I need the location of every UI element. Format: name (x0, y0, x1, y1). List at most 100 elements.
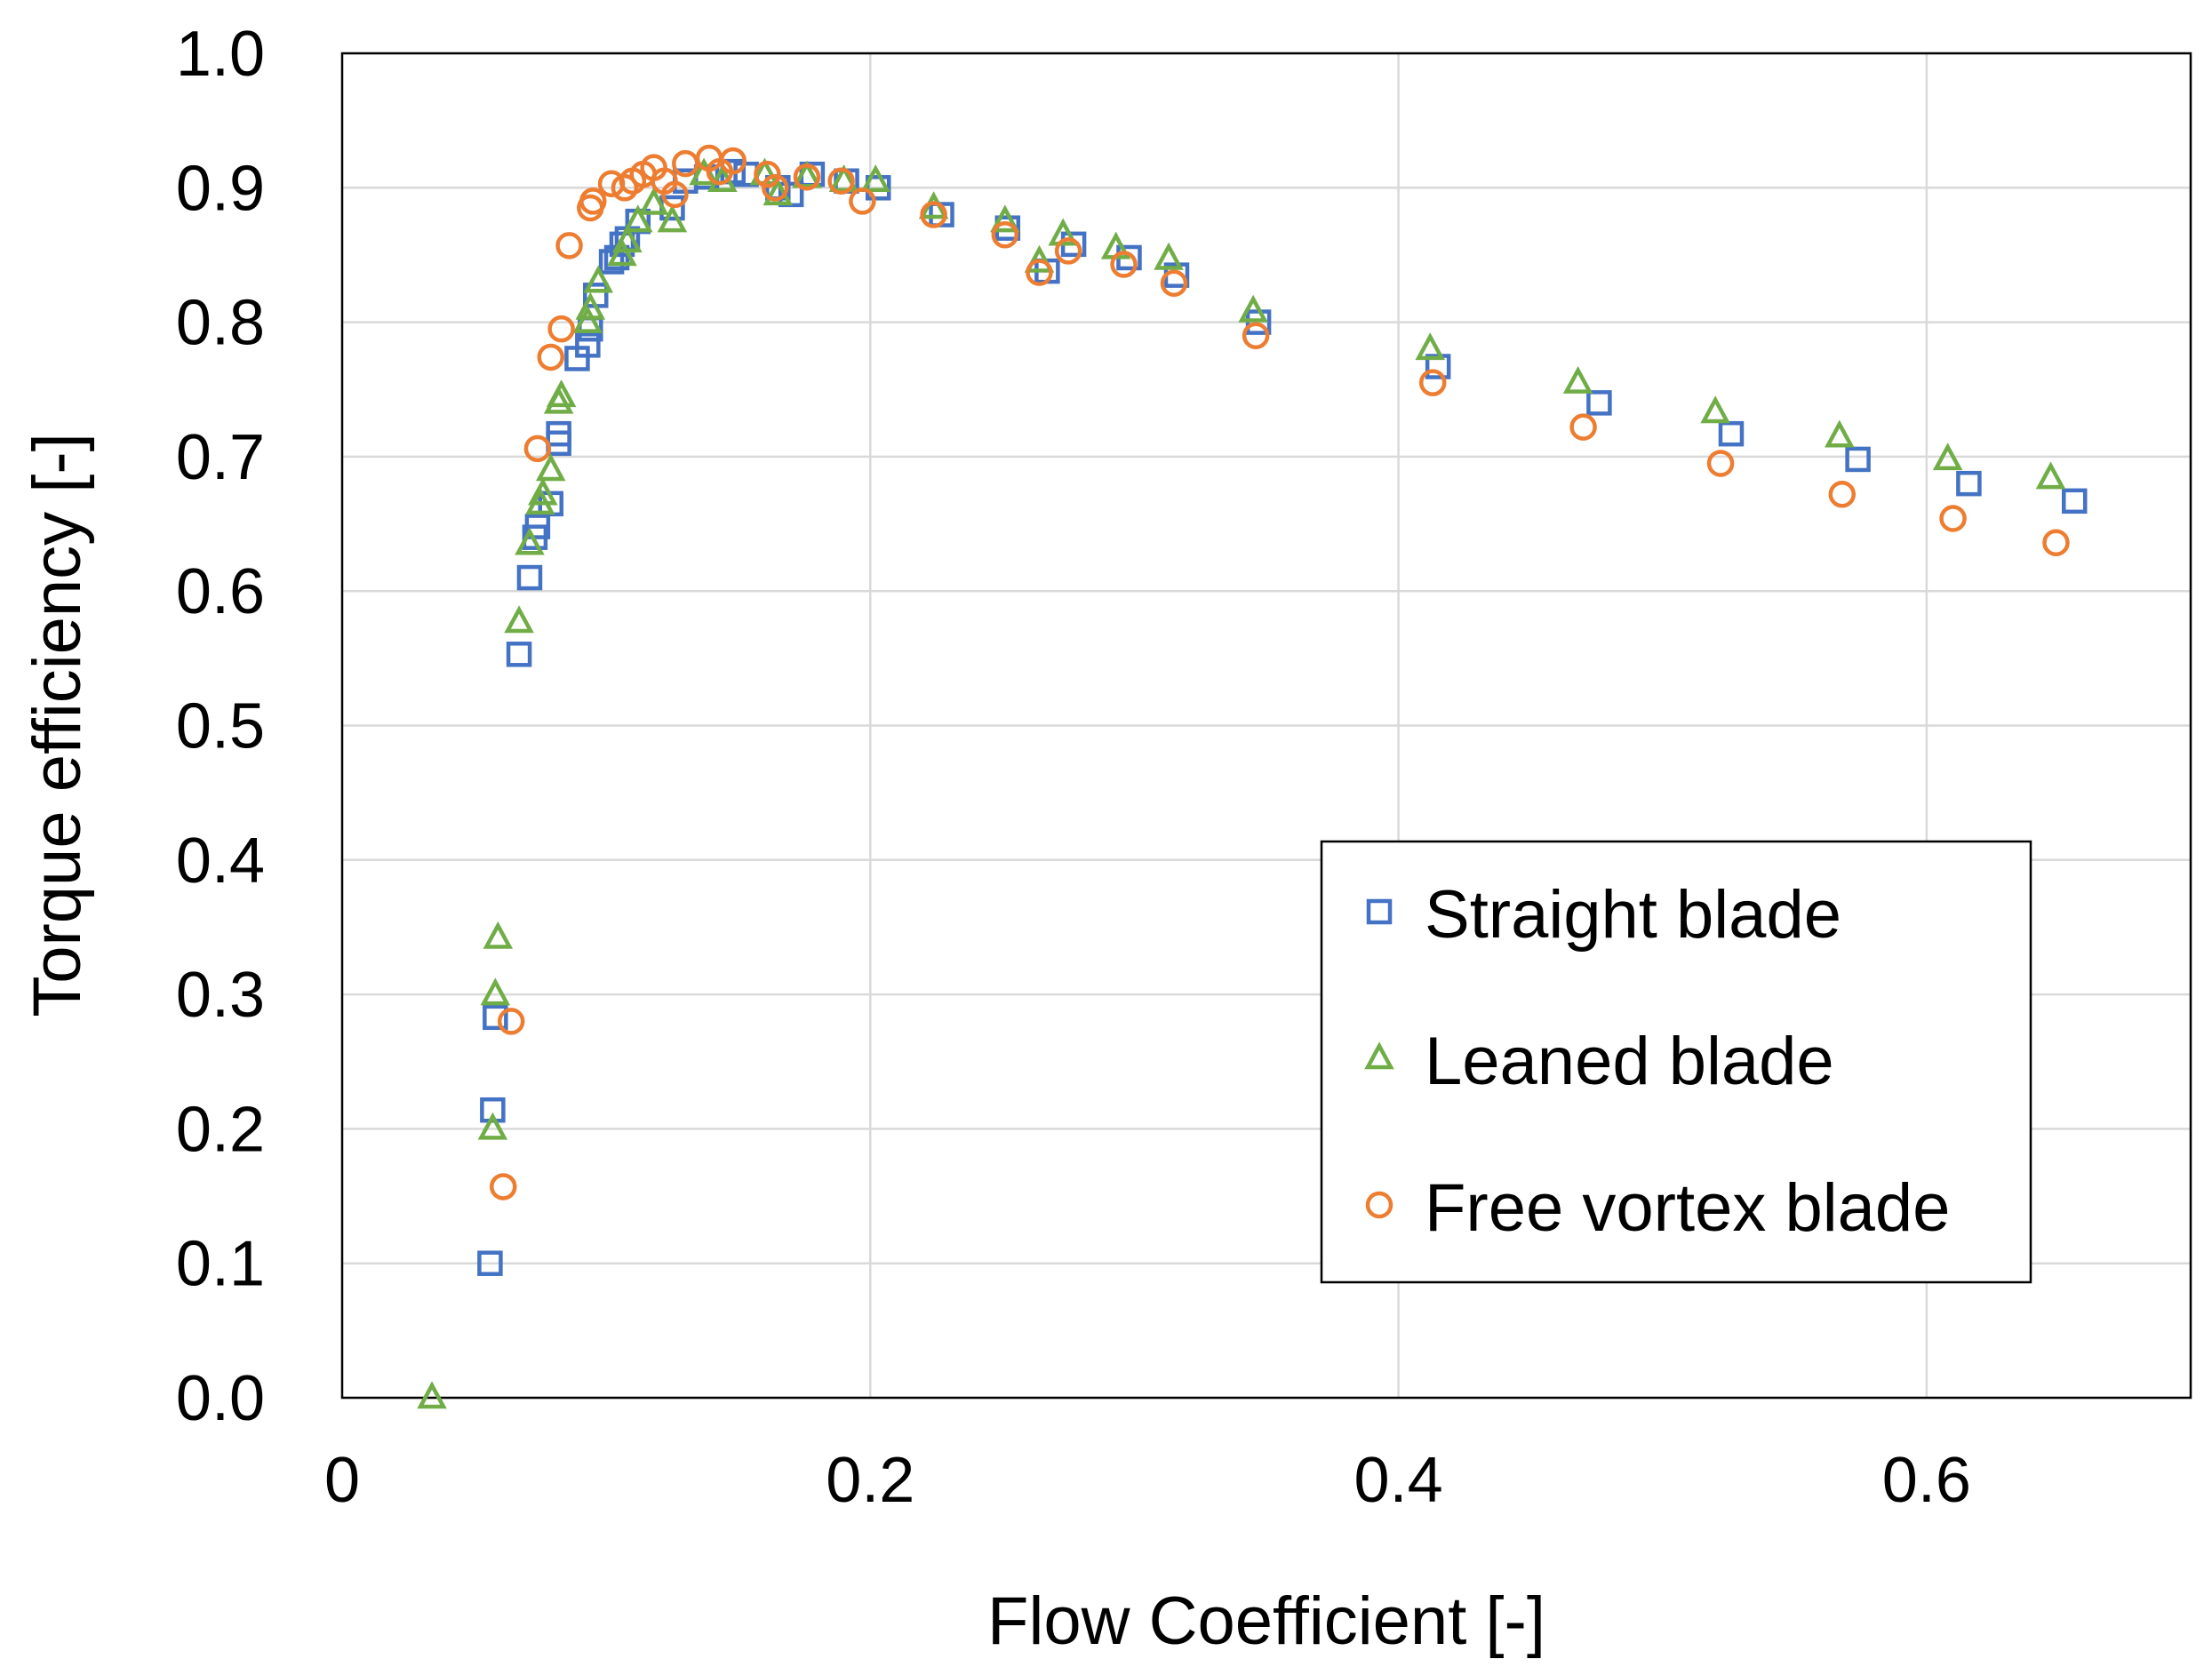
data-point-circle (497, 1008, 525, 1035)
data-points (417, 144, 2088, 1409)
plot-area-frame (340, 52, 2192, 1400)
legend-label: Leaned blade (1425, 1024, 1834, 1099)
data-point-square (546, 420, 571, 447)
data-point-square (1956, 470, 1982, 497)
data-point-square (575, 332, 601, 358)
data-point-triangle (638, 187, 669, 215)
data-point-circle (547, 315, 575, 343)
legend-item: Straight blade (1366, 877, 1841, 953)
data-point-triangle (515, 527, 545, 555)
data-point-triangle (477, 1112, 508, 1140)
legend-marker-circle (1365, 1191, 1393, 1219)
y-tick-label: 0.0 (176, 1363, 265, 1434)
x-tick-label: 0 (324, 1445, 360, 1516)
y-axis-title: Torque efficiency [-] (20, 433, 95, 1017)
data-point-circle (490, 1173, 517, 1200)
data-point-circle (849, 187, 876, 215)
legend-label: Straight blade (1425, 877, 1841, 953)
data-point-triangle (1154, 242, 1184, 270)
data-point-circle (2042, 529, 2070, 556)
series-circle (490, 144, 2070, 1200)
y-tick-label: 1.0 (176, 19, 265, 90)
x-tick-label: 0.6 (1882, 1445, 1971, 1516)
data-point-circle (920, 201, 947, 228)
data-point-triangle (612, 225, 643, 253)
data-point-circle (537, 343, 564, 371)
legend-label: Free vortex blade (1425, 1170, 1950, 1246)
data-point-triangle (1825, 419, 1855, 448)
data-point-square (483, 1004, 508, 1031)
y-tick-label: 0.2 (176, 1094, 265, 1165)
data-point-circle (1110, 251, 1138, 278)
data-point-triangle (417, 1381, 447, 1409)
data-point-circle (611, 174, 639, 202)
legend-item: Free vortex blade (1365, 1170, 1950, 1246)
x-tick-label: 0.2 (826, 1445, 914, 1516)
data-point-circle (827, 167, 855, 195)
y-tick-label: 0.5 (176, 691, 265, 762)
data-point-triangle (480, 977, 511, 1006)
data-point-circle (754, 160, 781, 188)
data-point-circle (1242, 322, 1270, 349)
y-tick-label: 0.8 (176, 288, 265, 359)
data-point-triangle (2035, 461, 2066, 490)
data-point-triangle (546, 379, 577, 408)
data-point-triangle (1562, 365, 1593, 394)
data-point-circle (1939, 505, 1967, 532)
x-axis-ticks: 0 0.2 0.4 0.6 (324, 1445, 1971, 1516)
data-point-square (524, 514, 551, 539)
data-point-triangle (572, 305, 603, 333)
data-point-circle (762, 174, 789, 202)
data-point-circle (579, 187, 607, 215)
data-point-triangle (1048, 218, 1078, 246)
data-point-square (1586, 390, 1612, 416)
data-point-circle (1160, 269, 1188, 297)
data-point-circle (1706, 450, 1735, 477)
y-tick-label: 0.1 (176, 1229, 265, 1300)
legend-marker-square (1366, 898, 1393, 925)
data-point-triangle (1700, 395, 1730, 424)
y-tick-label: 0.7 (176, 422, 265, 493)
data-point-triangle (1024, 244, 1055, 273)
data-point-triangle (583, 265, 614, 293)
data-point-triangle (792, 160, 822, 188)
data-point-triangle (1238, 294, 1268, 323)
data-point-circle (719, 147, 747, 175)
data-point-square (477, 1250, 503, 1276)
data-point-triangle (607, 238, 637, 267)
data-point-circle (793, 163, 821, 191)
data-point-square (2062, 488, 2088, 514)
y-tick-label: 0.9 (176, 153, 265, 224)
x-tick-label: 0.4 (1354, 1445, 1443, 1516)
data-point-square (480, 1097, 506, 1123)
data-point-square (1845, 446, 1871, 473)
data-point-circle (661, 180, 689, 209)
y-axis-ticks: 0.0 0.1 0.2 0.3 0.4 0.5 0.6 0.7 0.8 0.9 1.0 (176, 19, 265, 1434)
data-point-circle (555, 232, 583, 259)
data-point-triangle (504, 605, 534, 634)
data-point-triangle (535, 453, 566, 482)
data-point-square (506, 642, 532, 667)
data-point-square (516, 564, 543, 591)
legend-box (1320, 840, 2032, 1284)
data-point-triangle (990, 204, 1020, 233)
data-point-triangle (1932, 443, 1963, 471)
x-axis-title: Flow Coefficient [-] (987, 1583, 1545, 1659)
y-tick-label: 0.3 (176, 960, 265, 1031)
data-point-square (1718, 420, 1745, 447)
data-point-square (609, 231, 635, 258)
data-point-triangle (828, 164, 859, 192)
data-point-circle (1418, 369, 1447, 396)
data-point-triangle (1415, 332, 1446, 361)
data-point-triangle (528, 477, 558, 506)
series-square (477, 158, 2088, 1276)
data-point-triangle (575, 291, 606, 320)
data-point-triangle (483, 921, 514, 949)
data-point-circle (1569, 413, 1597, 441)
data-point-triangle (623, 204, 653, 233)
legend-marker-triangle (1364, 1041, 1394, 1070)
data-point-triangle (860, 164, 891, 192)
data-point-circle (1828, 481, 1857, 508)
